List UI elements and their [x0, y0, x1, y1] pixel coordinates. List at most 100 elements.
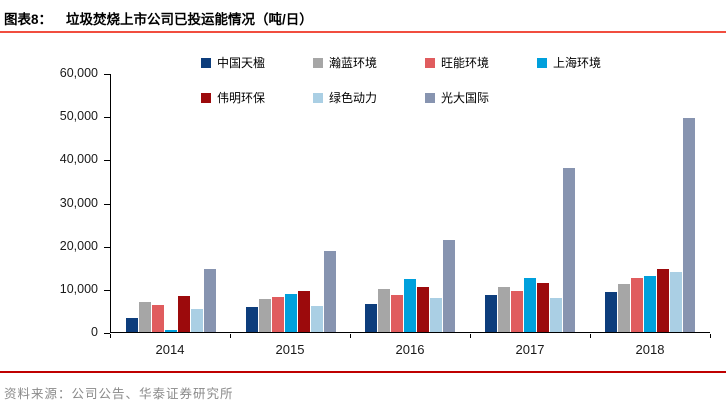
bar-group-2016 [351, 74, 471, 332]
bar-group-2015 [231, 74, 351, 332]
x-axis-labels: 2014 2015 2016 2017 2018 [110, 342, 710, 357]
bar-中国天楹-2018 [605, 292, 618, 332]
bar-光大国际-2014 [203, 269, 216, 332]
bar-group-2017 [470, 74, 590, 332]
figure-title: 垃圾焚烧上市公司已投运能情况（吨/日） [66, 12, 313, 27]
y-tick-mark [104, 74, 110, 75]
bar-旺能环境-2017 [511, 291, 524, 332]
y-tick-label: 40,000 [59, 152, 98, 167]
y-axis-labels: 60,000 50,000 40,000 30,000 20,000 10,000 0 [28, 66, 98, 339]
legend-item-3: 上海环境 [537, 54, 649, 71]
legend-label: 绿色动力 [329, 91, 378, 105]
bar-瀚蓝环境-2016 [378, 289, 391, 332]
legend-swatch-icon [201, 57, 211, 68]
title-underline-rule [0, 31, 726, 33]
bar-绿色动力-2018 [670, 272, 683, 332]
bar-瀚蓝环境-2014 [138, 302, 151, 332]
y-tick-mark [104, 289, 110, 291]
bar-旺能环境-2015 [271, 297, 284, 332]
legend-item-1: 瀚蓝环境 [313, 54, 425, 71]
bar-伟明环保-2018 [657, 269, 670, 332]
bar-中国天楹-2016 [365, 304, 378, 332]
legend-label: 伟明环保 [217, 91, 266, 105]
y-tick-mark [104, 160, 110, 162]
bar-group-2018 [590, 74, 710, 332]
figure-title-row: 图表8： 垃圾焚烧上市公司已投运能情况（吨/日） [4, 8, 313, 28]
figure-label: 图表8： [4, 12, 53, 27]
legend-label: 旺能环境 [441, 56, 490, 70]
legend-swatch-icon [537, 57, 547, 68]
bar-中国天楹-2017 [485, 295, 498, 332]
bar-旺能环境-2016 [391, 295, 404, 332]
x-tick-mark [710, 334, 711, 338]
bar-中国天楹-2015 [245, 307, 258, 332]
legend-item-2: 旺能环境 [425, 54, 537, 71]
legend-label: 光大国际 [441, 91, 490, 105]
bar-绿色动力-2014 [190, 309, 203, 332]
legend-item-0: 中国天楹 [201, 54, 313, 71]
legend-item-4: 伟明环保 [201, 89, 313, 106]
bar-旺能环境-2018 [631, 278, 644, 332]
y-tick-mark [104, 203, 110, 205]
y-axis-ticks [104, 74, 110, 334]
legend-swatch-icon [201, 92, 211, 103]
x-tick-mark [350, 334, 351, 338]
x-tick-mark [230, 334, 231, 338]
x-tick-label-2018: 2018 [635, 342, 665, 357]
bar-上海环境-2015 [284, 294, 297, 332]
x-tick-label-2015: 2015 [275, 342, 305, 357]
chart-legend-row-1: 中国天楹 瀚蓝环境 旺能环境 上海环境 [201, 54, 649, 71]
plot-area [110, 74, 710, 333]
legend-swatch-icon [425, 57, 435, 68]
y-tick-label: 20,000 [59, 238, 98, 253]
legend-label: 中国天楹 [217, 56, 266, 70]
bar-上海环境-2016 [404, 279, 417, 332]
y-tick-mark [104, 246, 110, 248]
bar-group-2014 [111, 74, 231, 332]
legend-swatch-icon [425, 92, 435, 103]
bar-伟明环保-2016 [417, 287, 430, 332]
bar-伟明环保-2017 [537, 283, 550, 332]
x-tick-label-2014: 2014 [155, 342, 185, 357]
y-tick-label: 0 [91, 325, 98, 339]
bar-光大国际-2015 [323, 251, 336, 332]
bar-瀚蓝环境-2017 [498, 287, 511, 332]
bar-瀚蓝环境-2018 [618, 284, 631, 332]
x-tick-mark [470, 334, 471, 338]
y-tick-label: 60,000 [59, 66, 98, 80]
legend-item-6: 光大国际 [425, 89, 537, 106]
x-tick-mark [110, 334, 111, 338]
x-axis-ticks [110, 334, 711, 338]
x-tick-mark [590, 334, 591, 338]
legend-item-5: 绿色动力 [313, 89, 425, 106]
bar-伟明环保-2014 [177, 296, 190, 332]
x-tick-label-2016: 2016 [395, 342, 425, 357]
bar-上海环境-2018 [644, 276, 657, 332]
bar-瀚蓝环境-2015 [258, 299, 271, 332]
y-tick-label: 10,000 [59, 281, 98, 296]
bar-旺能环境-2014 [151, 305, 164, 332]
y-tick-label: 50,000 [59, 109, 98, 124]
legend-label: 上海环境 [553, 56, 602, 70]
bar-伟明环保-2015 [297, 291, 310, 332]
bar-绿色动力-2016 [430, 298, 443, 332]
bar-绿色动力-2017 [550, 298, 563, 332]
bar-绿色动力-2015 [310, 306, 323, 332]
chart-legend-row-2: 伟明环保 绿色动力 光大国际 [201, 89, 537, 106]
legend-swatch-icon [313, 57, 323, 68]
bar-上海环境-2014 [164, 330, 177, 332]
bar-光大国际-2018 [683, 118, 696, 332]
bar-上海环境-2017 [524, 278, 537, 332]
x-tick-label-2017: 2017 [515, 342, 545, 357]
bar-光大国际-2016 [443, 240, 456, 332]
bar-光大国际-2017 [563, 168, 576, 332]
source-note: 资料来源：公司公告、华泰证券研究所 [4, 387, 234, 401]
y-tick-mark [104, 333, 110, 334]
y-tick-label: 30,000 [59, 195, 98, 210]
legend-label: 瀚蓝环境 [329, 56, 378, 70]
y-tick-mark [104, 117, 110, 119]
legend-swatch-icon [313, 92, 323, 103]
footer-rule [0, 371, 726, 373]
bar-中国天楹-2014 [125, 318, 138, 332]
